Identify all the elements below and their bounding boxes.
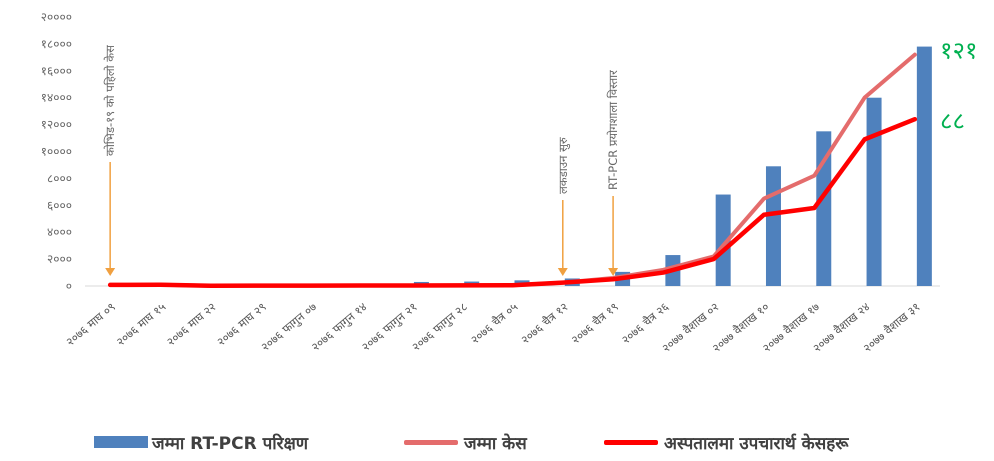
line-total-cases: [108, 52, 917, 288]
end-value-label: १२१: [940, 37, 977, 65]
y-tick-label: ०: [66, 279, 72, 293]
x-tick-label: २०७६ फागुन २८: [409, 300, 471, 355]
y-tick-label: ६०००: [47, 198, 72, 212]
legend-swatch-bar: [94, 436, 148, 448]
legend: जम्मा RT-PCR परिक्षण जम्मा केस अस्पतालमा…: [0, 426, 994, 458]
x-tick-label: २०७६ चैत्र ०५: [468, 300, 521, 347]
legend-label-rtpcr: जम्मा RT-PCR परिक्षण: [152, 433, 309, 454]
y-tick-label: १००००: [41, 145, 72, 159]
bar-rtpcr: [765, 166, 781, 286]
annotation-label: RT-PCR प्रयोगशाला विस्तार: [606, 70, 620, 190]
annotation-arrow-head: [608, 268, 619, 276]
x-tick-label: २०७६ चैत्र १९: [568, 300, 621, 347]
y-tick-label: ४०००: [47, 225, 72, 239]
legend-item-total-cases: जम्मा केस: [404, 426, 527, 458]
legend-label-hospitalized: अस्पतालमा उपचारार्थ केसहरू: [664, 433, 849, 454]
x-tick-label: २०७६ माघ २२: [164, 300, 219, 349]
legend-swatch-line-total: [404, 439, 458, 445]
legend-label-total-cases: जम्मा केस: [464, 433, 527, 454]
bar-rtpcr: [866, 97, 882, 286]
legend-swatch-line-hospital: [604, 439, 658, 445]
end-value-label: ८८: [940, 107, 965, 135]
y-tick-label: २००००: [41, 10, 72, 24]
legend-item-rtpcr: जम्मा RT-PCR परिक्षण: [94, 426, 308, 458]
annotation-label: लकडाउन सुरु: [556, 137, 571, 194]
y-tick-label: २०००: [47, 252, 72, 266]
bar-rtpcr: [715, 194, 731, 286]
x-tick-label: २०७६ माघ ०९: [63, 300, 118, 349]
annotation-arrow-head: [105, 268, 116, 276]
x-tick-label: २०७६ माघ १५: [114, 300, 169, 349]
y-tick-label: १२०००: [41, 118, 72, 132]
x-tick-label: २०७६ चैत्र १२: [518, 300, 571, 347]
y-tick-label: १६०००: [41, 64, 72, 78]
legend-item-hospitalized: अस्पतालमा उपचारार्थ केसहरू: [604, 426, 848, 458]
y-tick-label: १८०००: [41, 37, 72, 51]
line-hospitalized: [107, 116, 918, 288]
bar-rtpcr: [916, 46, 932, 287]
annotation-label: कोभिड-१९ को पहिलो केस: [103, 45, 117, 156]
annotation-arrow-head: [557, 268, 568, 276]
y-tick-label: ८०००: [47, 171, 72, 185]
chart-area: ० २००० ४००० ६००० ८००० १०००० १२००० १४००० १६००० १८०…: [41, 10, 978, 355]
y-tick-label: १४०००: [41, 91, 72, 105]
